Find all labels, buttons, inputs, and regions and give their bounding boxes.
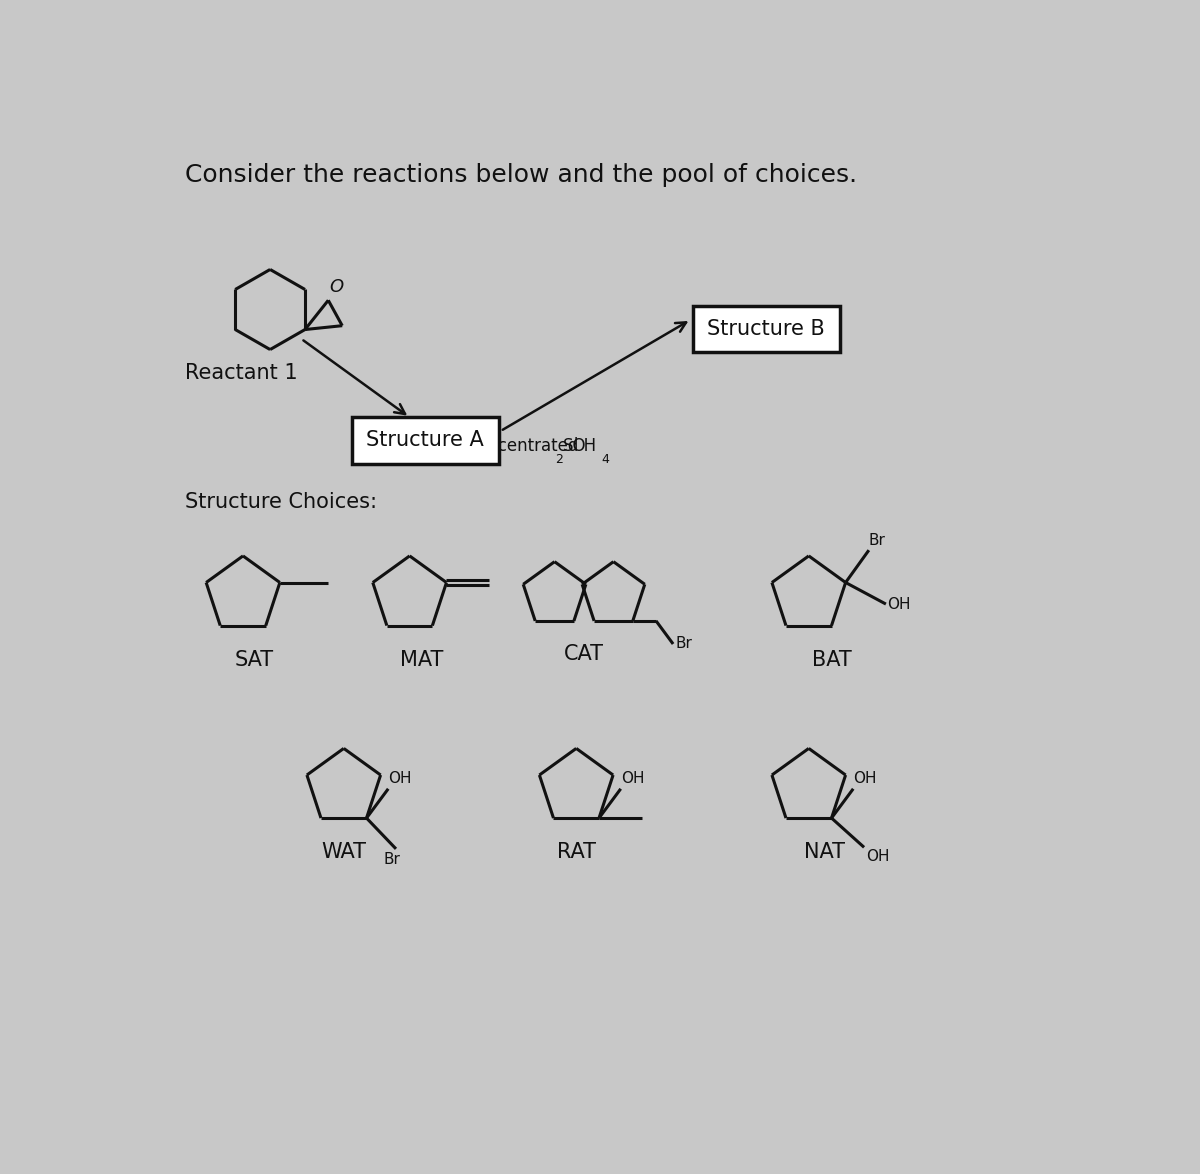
Text: Reactant 1: Reactant 1 [185,364,298,384]
Text: Structure B: Structure B [707,319,826,339]
Bar [352,417,499,464]
Text: BAT: BAT [812,650,852,670]
Text: OH: OH [389,771,412,787]
Text: MAT: MAT [400,650,443,670]
Text: OH: OH [865,849,889,864]
Text: 2: 2 [556,453,563,466]
Text: OH: OH [853,771,877,787]
Text: SO: SO [563,438,587,456]
Text: OH: OH [620,771,644,787]
Text: Br: Br [869,533,886,548]
Text: OH: OH [888,596,911,612]
Text: O: O [329,278,343,296]
Text: Br: Br [676,636,692,652]
Text: Structure Choices:: Structure Choices: [185,492,377,512]
Text: WAT: WAT [322,843,366,863]
Text: SAT: SAT [235,650,274,670]
Bar [692,305,840,352]
Text: 4: 4 [602,453,610,466]
Text: CAT: CAT [564,645,604,664]
Text: NAT: NAT [804,843,845,863]
Text: Structure A: Structure A [366,431,484,451]
Text: concentrated H: concentrated H [468,438,595,456]
Text: RAT: RAT [557,843,595,863]
Text: Br: Br [384,852,401,866]
Text: Consider the reactions below and the pool of choices.: Consider the reactions below and the poo… [185,163,857,187]
